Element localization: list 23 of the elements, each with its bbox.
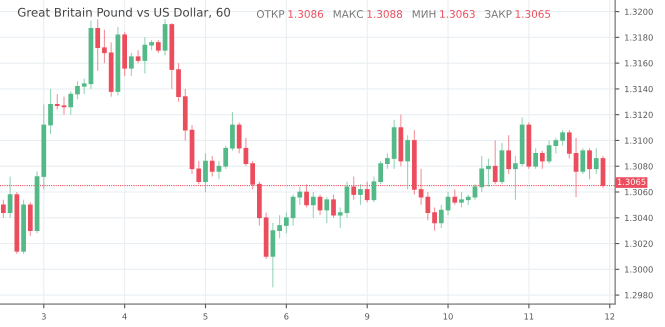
- x-tick-label: 5: [203, 313, 208, 320]
- y-tick-label: 1.3200: [625, 8, 653, 15]
- y-tick-label: 1.3000: [625, 266, 653, 273]
- x-tick-label: 11: [524, 313, 534, 320]
- x-tick-label: 4: [122, 313, 127, 320]
- y-tick-label: 1.3040: [625, 214, 653, 222]
- y-tick-label: 1.3140: [625, 86, 653, 92]
- x-tick-label: 3: [42, 313, 46, 320]
- x-tick-label: 12: [605, 313, 614, 320]
- ref-line-label: 1.3065: [618, 178, 646, 185]
- y-tick-label: 1.3060: [625, 188, 653, 196]
- x-tick-label: 9: [365, 313, 370, 320]
- y-tick-label: 1.3100: [625, 137, 653, 144]
- y-tick-label: 1.3020: [625, 240, 653, 247]
- y-tick-label: 1.3120: [625, 112, 653, 118]
- text: Great Britain Pound vs US Dollar, 60: [18, 8, 230, 18]
- x-tick-label: 6: [284, 313, 288, 320]
- x-tick-label: 10: [444, 313, 453, 320]
- y-tick-label: 1.3160: [625, 60, 653, 66]
- y-tick-label: 1.2980: [625, 292, 653, 298]
- y-tick-label: 1.3080: [625, 163, 653, 170]
- text: ОТКР 1.3086 МАКС 1.3088 МИН 1.3063 ЗАКР 1.3065: [256, 10, 550, 18]
- y-tick-label: 1.3180: [625, 34, 653, 41]
